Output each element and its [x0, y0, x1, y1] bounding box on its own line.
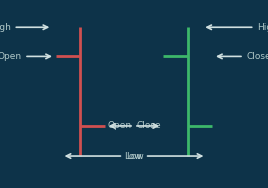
Text: Open: Open: [0, 52, 21, 61]
Text: Close: Close: [137, 121, 161, 130]
Text: Open: Open: [107, 121, 131, 130]
Text: Close: Close: [247, 52, 268, 61]
Text: Low: Low: [126, 152, 144, 161]
Text: Low: Low: [124, 152, 142, 161]
Text: High: High: [257, 23, 268, 32]
Text: High: High: [0, 23, 11, 32]
